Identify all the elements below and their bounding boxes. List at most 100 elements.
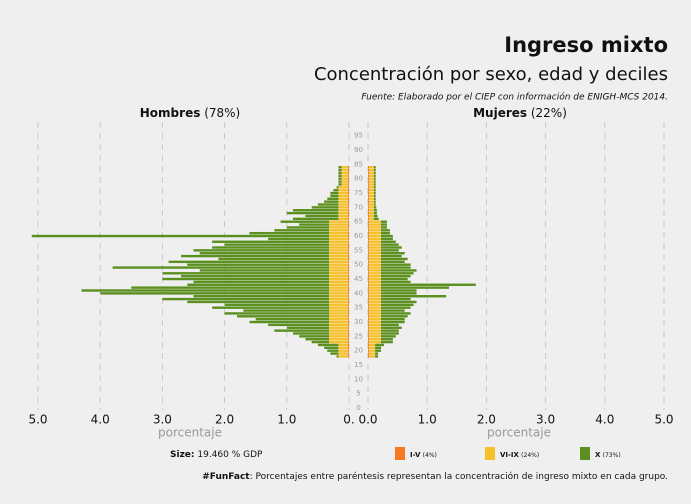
bar-segment xyxy=(347,203,349,206)
bar-segment xyxy=(369,234,382,238)
bar-segment xyxy=(347,254,349,258)
bar-segment xyxy=(329,257,348,261)
bar-segment xyxy=(381,272,414,275)
bar-segment xyxy=(369,171,374,175)
bar-segment xyxy=(369,186,374,189)
bar-segment xyxy=(381,309,405,312)
x-tick-label: 1.0 xyxy=(418,413,437,427)
size-text: 19.460 % GDP xyxy=(197,450,263,460)
bar-segment xyxy=(338,352,348,355)
bar-segment xyxy=(373,186,376,189)
bar-segment xyxy=(341,183,348,186)
bar-segment xyxy=(369,352,376,355)
bar-segment xyxy=(369,295,382,298)
bar-segment xyxy=(181,254,330,258)
bar-segment xyxy=(369,226,382,229)
bar-segment xyxy=(338,355,348,358)
bar-segment xyxy=(369,240,382,243)
bar-segment xyxy=(347,315,349,318)
bar-segment xyxy=(131,286,330,289)
bar-segment xyxy=(341,168,348,172)
bar-segment xyxy=(369,223,382,226)
bar-segment xyxy=(368,297,370,301)
bar-segment xyxy=(381,317,405,321)
chart-subtitle: Concentración por sexo, edad y deciles xyxy=(314,64,668,85)
bar-segment xyxy=(347,217,349,221)
bar-segment xyxy=(381,246,402,249)
bar-segment xyxy=(369,203,374,206)
bar-segment xyxy=(338,197,348,200)
bar-segment xyxy=(369,211,374,215)
bar-segment xyxy=(368,340,370,344)
bar-segment xyxy=(329,266,348,269)
bar-segment xyxy=(381,260,405,264)
bar-segment xyxy=(329,223,348,226)
bar-segment xyxy=(369,338,382,341)
bar-segment xyxy=(330,194,339,198)
bar-segment xyxy=(333,188,339,192)
bar-segment xyxy=(368,188,370,192)
bar-segment xyxy=(381,303,414,307)
bar-segment xyxy=(286,226,330,229)
bar-segment xyxy=(381,249,399,252)
bar-segment xyxy=(369,168,374,172)
bar-segment xyxy=(338,343,348,347)
bar-segment xyxy=(237,315,330,318)
bar-segment xyxy=(347,295,349,298)
bar-segment xyxy=(255,317,330,321)
bar-segment xyxy=(381,340,393,344)
bar-segment xyxy=(305,338,330,341)
bar-segment xyxy=(369,349,376,352)
bar-segment xyxy=(329,338,348,341)
bar-segment xyxy=(373,206,377,209)
bar-segment xyxy=(381,280,411,284)
y-tick-label: 95 xyxy=(354,132,363,140)
bar-segment xyxy=(368,197,370,200)
bar-segment xyxy=(329,229,348,232)
bar-segment xyxy=(329,274,348,278)
bar-segment xyxy=(369,229,382,232)
bar-segment xyxy=(368,303,370,307)
bar-segment xyxy=(381,306,411,309)
x-tick-label: 1.0 xyxy=(277,413,296,427)
bar-segment xyxy=(369,257,382,261)
bar-segment xyxy=(381,263,411,266)
bar-segment xyxy=(347,320,349,324)
bar-segment xyxy=(368,349,370,352)
bar-segment xyxy=(369,188,374,192)
x-tick-label: 5.0 xyxy=(654,413,673,427)
bar-segment xyxy=(341,177,348,180)
bar-segment xyxy=(368,226,370,229)
bar-segment xyxy=(329,295,348,298)
y-tick-label: 15 xyxy=(354,361,363,369)
bar-segment xyxy=(329,303,348,307)
bar-segment xyxy=(329,292,348,295)
bar-segment xyxy=(369,355,376,358)
bar-segment xyxy=(369,283,382,286)
y-tick-label: 0 xyxy=(356,404,360,412)
bar-segment xyxy=(329,315,348,318)
bar-segment xyxy=(381,231,390,235)
bar-segment xyxy=(329,289,348,292)
bar-segment xyxy=(381,277,408,281)
bar-segment xyxy=(381,289,417,292)
bar-segment xyxy=(373,171,376,175)
bar-segment xyxy=(368,237,370,241)
bar-segment xyxy=(368,315,370,318)
funfact-label: #FunFact xyxy=(202,472,250,482)
bar-segment xyxy=(338,346,348,350)
bar-segment xyxy=(368,240,370,243)
bar-segment xyxy=(329,269,348,272)
bar-segment xyxy=(369,335,382,338)
bar-segment xyxy=(369,266,382,269)
bar-segment xyxy=(368,217,370,221)
bar-segment xyxy=(381,234,393,238)
bar-segment xyxy=(338,194,348,198)
bar-segment xyxy=(368,352,370,355)
bar-segment xyxy=(369,194,374,198)
bar-segment xyxy=(327,349,339,352)
bar-segment xyxy=(368,266,370,269)
bar-segment xyxy=(368,223,370,226)
bar-segment xyxy=(305,214,339,218)
bar-segment xyxy=(347,332,349,335)
